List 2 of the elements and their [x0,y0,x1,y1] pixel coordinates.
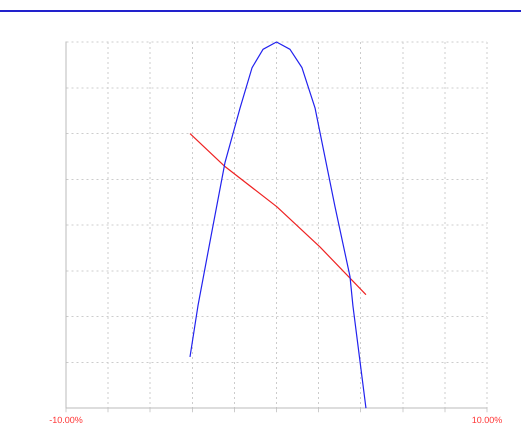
x-tick-label: 10.00% [472,415,502,426]
x-tick-label: -10.00% [49,415,83,426]
